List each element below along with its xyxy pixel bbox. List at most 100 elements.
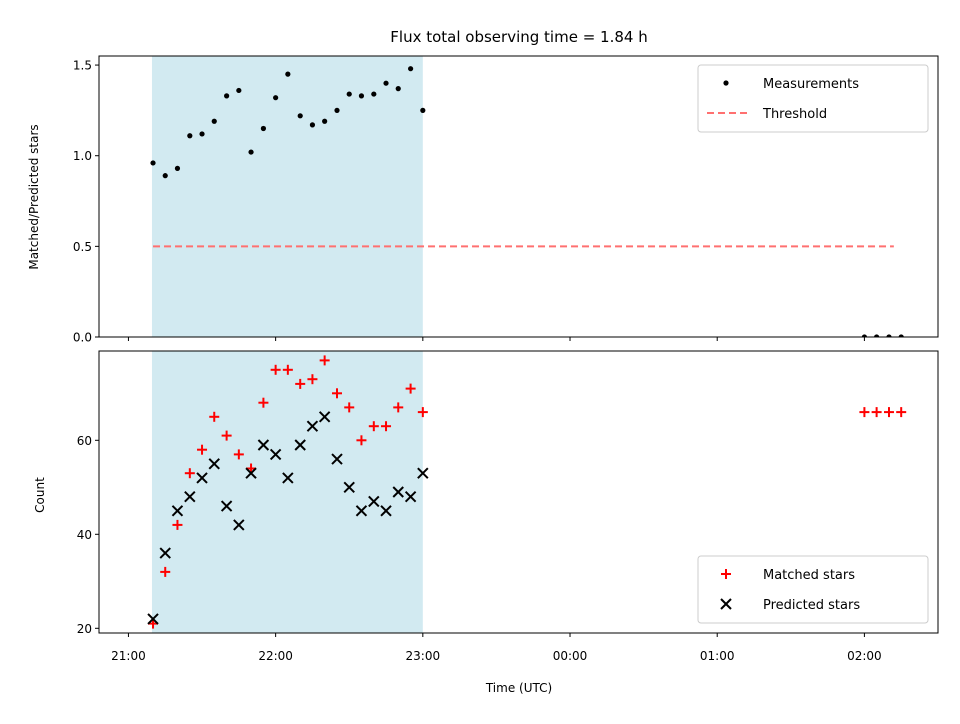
series-matched-stars xyxy=(148,355,907,629)
data-point xyxy=(199,131,205,137)
y-axis-label: Count xyxy=(33,477,47,513)
x-tick-label: 21:00 xyxy=(111,649,146,663)
data-point xyxy=(294,439,306,451)
legend: Matched stars Predicted stars xyxy=(697,555,929,624)
data-point xyxy=(380,505,392,517)
y-tick-label: 0.5 xyxy=(73,240,92,254)
data-point xyxy=(383,80,389,86)
data-point xyxy=(871,407,882,418)
data-point xyxy=(162,173,168,179)
data-point xyxy=(331,453,343,465)
data-point xyxy=(260,125,267,132)
data-point xyxy=(172,519,183,530)
data-point xyxy=(257,439,270,451)
counts-panel: 20 40 60 21:00 22:00 23:00 00:00 01:00 02:00 Coun… xyxy=(33,350,939,663)
data-point xyxy=(184,490,196,503)
data-point xyxy=(221,430,232,441)
data-point xyxy=(346,91,352,97)
x-tick-label: 00:00 xyxy=(553,649,588,663)
data-point xyxy=(208,458,220,470)
data-point xyxy=(886,334,892,337)
data-point xyxy=(343,481,355,494)
data-point xyxy=(883,407,894,418)
data-point xyxy=(187,133,193,139)
ratio-panel: 0.0 0.5 1.0 1.5 Matched/Predicted stars Measu… xyxy=(27,55,939,345)
y-axis-label: Matched/Predicted stars xyxy=(27,124,41,269)
data-point xyxy=(233,519,245,531)
data-point xyxy=(898,334,904,337)
data-point xyxy=(307,374,318,385)
y-tick-label: 1.0 xyxy=(73,149,92,163)
data-point xyxy=(322,118,328,124)
x-tick-label: 02:00 xyxy=(847,649,882,663)
data-point xyxy=(417,407,428,418)
data-point xyxy=(318,411,331,423)
legend: Measurements Threshold xyxy=(697,64,929,133)
legend-box xyxy=(697,555,929,624)
data-point xyxy=(358,93,365,99)
data-point xyxy=(861,334,868,337)
data-point xyxy=(295,378,306,389)
data-point xyxy=(220,500,233,512)
data-point xyxy=(334,107,340,113)
x-tick-label: 23:00 xyxy=(406,649,441,663)
observing-interval-band xyxy=(151,351,423,633)
axes-frame xyxy=(98,350,939,634)
legend-box xyxy=(697,64,929,133)
data-point xyxy=(355,505,368,517)
y-tick-label: 1.5 xyxy=(73,59,92,73)
data-point xyxy=(147,613,159,625)
data-point xyxy=(368,495,380,508)
data-point xyxy=(160,566,171,577)
y-tick-label: 20 xyxy=(77,622,92,636)
data-point xyxy=(184,468,195,479)
legend-entry: Matched stars xyxy=(763,568,855,583)
data-point xyxy=(874,334,880,337)
data-point xyxy=(368,421,379,432)
data-point xyxy=(236,87,242,94)
y-tick-label: 60 xyxy=(77,434,92,448)
data-point xyxy=(209,411,220,422)
data-point xyxy=(282,472,294,484)
x-tick-label: 22:00 xyxy=(258,649,293,663)
data-point xyxy=(248,149,254,155)
data-point xyxy=(417,467,429,479)
data-point xyxy=(356,435,367,446)
data-point xyxy=(392,486,404,498)
data-point xyxy=(258,397,269,408)
data-point xyxy=(273,95,279,101)
plot-area xyxy=(147,355,907,629)
legend-entry: Threshold xyxy=(762,107,827,122)
data-point xyxy=(404,490,417,503)
observing-interval-band xyxy=(151,56,423,337)
data-point xyxy=(269,448,282,461)
data-point xyxy=(420,107,426,113)
y-tick-label: 0.0 xyxy=(73,331,92,345)
data-point xyxy=(174,165,181,171)
data-point xyxy=(297,113,303,119)
data-point xyxy=(270,364,281,375)
legend-entry: Predicted stars xyxy=(763,598,860,613)
data-point xyxy=(319,355,330,366)
data-point xyxy=(197,444,208,455)
axes-frame xyxy=(98,55,939,338)
data-point xyxy=(245,467,257,479)
x-axis-label: Time (UTC) xyxy=(485,681,552,695)
data-point xyxy=(381,421,392,432)
legend-marker xyxy=(723,80,729,86)
data-point xyxy=(408,66,414,72)
data-point xyxy=(171,505,184,517)
data-point xyxy=(282,364,293,375)
data-point xyxy=(371,91,377,97)
data-point xyxy=(309,122,316,128)
series-measurements xyxy=(150,66,904,337)
data-point xyxy=(211,118,217,124)
legend-marker xyxy=(721,569,731,579)
data-point xyxy=(159,547,171,559)
data-point xyxy=(150,160,156,166)
plot-area xyxy=(150,66,904,337)
data-point xyxy=(859,407,870,418)
data-point xyxy=(896,407,907,418)
y-tick-label: 40 xyxy=(77,528,92,542)
